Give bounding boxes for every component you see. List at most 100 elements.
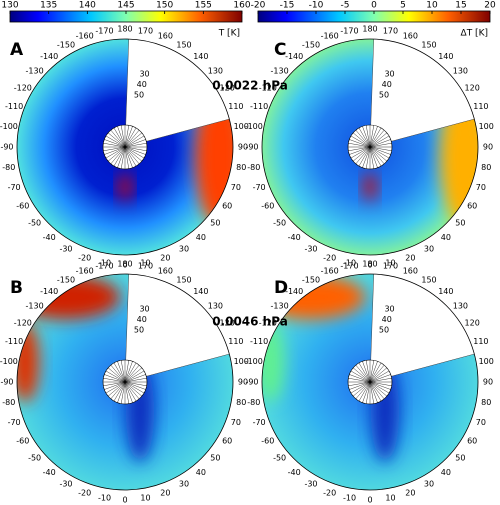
longitude-label: -150: [302, 40, 320, 49]
warm-spot: [364, 173, 376, 201]
pole-spoke: [104, 381, 126, 390]
longitude-label: 140: [438, 287, 453, 296]
longitude-label: 180: [362, 260, 377, 269]
latitude-label: 40: [137, 315, 147, 324]
longitude-label: 30: [179, 480, 189, 489]
pole-spoke: [369, 146, 382, 167]
longitude-label: 10: [385, 259, 395, 268]
longitude-label: 130: [208, 302, 223, 311]
longitude-label: 160: [403, 32, 418, 41]
longitude-label: 100: [479, 357, 494, 366]
pole-spoke: [120, 125, 126, 148]
longitude-label: 160: [158, 267, 173, 276]
latitude-label: 50: [134, 325, 144, 334]
longitude-label: -10: [98, 494, 111, 503]
pole-spoke: [124, 360, 130, 383]
pole-spoke: [358, 146, 371, 167]
map-border: [261, 38, 479, 256]
longitude-label: 0: [367, 261, 372, 270]
pole-spoke: [124, 381, 142, 397]
longitude-label: -120: [259, 84, 277, 93]
longitude-label: 110: [473, 102, 488, 111]
colorbar-tick-label: 20: [484, 1, 496, 11]
pole-spoke: [113, 146, 126, 167]
longitude-label: -20: [323, 488, 336, 497]
pole-spoke: [358, 362, 371, 383]
pole-spoke: [108, 381, 126, 397]
longitude-label: 80: [236, 163, 246, 172]
longitude-label: -50: [273, 218, 286, 227]
latitude-label: 40: [137, 80, 147, 89]
longitude-label: -70: [8, 418, 21, 427]
pole-spoke: [355, 130, 371, 148]
longitude-label: 170: [383, 261, 398, 270]
pole-spoke: [369, 367, 387, 383]
pole-spoke: [369, 130, 385, 148]
longitude-label: 40: [441, 233, 451, 242]
pole-spoke: [369, 146, 387, 162]
pole-spoke: [117, 146, 126, 168]
longitude-label: -20: [78, 488, 91, 497]
pole-spoke: [124, 377, 147, 383]
longitude-label: 90: [483, 143, 493, 152]
longitude-label: -150: [57, 275, 75, 284]
colorbar-tick-label: -20: [251, 1, 266, 11]
pole-spoke: [124, 367, 142, 383]
pole-spoke: [124, 146, 142, 162]
pole-spoke: [113, 127, 126, 148]
longitude-label: 70: [476, 418, 486, 427]
longitude-label: -50: [273, 453, 286, 462]
pole-spoke: [348, 142, 371, 148]
longitude-label: 170: [138, 26, 153, 35]
pole-spoke: [124, 146, 140, 164]
longitude-label: -120: [14, 84, 32, 93]
longitude-label: -110: [5, 102, 23, 111]
pole-spoke: [358, 127, 371, 148]
longitude-label: -90: [0, 378, 13, 387]
pole-spoke: [103, 146, 126, 152]
pole-spoke: [124, 132, 142, 148]
pressure-level: 0.0022 hPa: [212, 79, 288, 93]
longitude-label: 110: [228, 102, 243, 111]
pole-spoke: [103, 142, 126, 148]
longitude-label: 100: [479, 122, 494, 131]
latitude-label: 30: [384, 69, 394, 78]
pole-spoke: [369, 360, 375, 383]
longitude-label: -10: [343, 494, 356, 503]
pole-spoke: [120, 146, 126, 169]
longitude-label: -120: [259, 319, 277, 328]
longitude-label: 110: [473, 337, 488, 346]
pole-spoke: [369, 361, 378, 383]
panel-letter: A: [10, 40, 24, 60]
latitude-label: 40: [382, 315, 392, 324]
longitude-label: 70: [231, 418, 241, 427]
longitude-label: -30: [304, 480, 317, 489]
longitude-label: 10: [140, 259, 150, 268]
pole-spoke: [124, 374, 146, 383]
pole-spoke: [124, 135, 145, 148]
longitude-label: -110: [250, 102, 268, 111]
longitude-label: 140: [193, 52, 208, 61]
longitude-label: 60: [222, 202, 232, 211]
pole-spoke: [369, 381, 385, 399]
longitude-label: -60: [16, 437, 29, 446]
pole-spoke: [124, 365, 140, 383]
pole-spoke: [365, 360, 371, 383]
pole-spoke: [105, 381, 126, 394]
pole-spoke: [355, 146, 371, 164]
longitude-label: 150: [421, 40, 436, 49]
pole-spoke: [348, 146, 371, 152]
map-border: [16, 273, 234, 491]
pole-spoke: [105, 370, 126, 383]
longitude-label: -100: [0, 357, 18, 366]
longitude-label: -160: [76, 267, 94, 276]
longitude-label: 180: [362, 25, 377, 34]
longitude-label: 120: [220, 319, 235, 328]
longitude-label: 110: [228, 337, 243, 346]
longitude-label: 0: [367, 496, 372, 505]
colorbar-tick-label: 160: [233, 1, 250, 11]
longitude-label: -60: [261, 202, 274, 211]
pole-spoke: [349, 146, 371, 155]
warm-spot: [119, 173, 131, 201]
